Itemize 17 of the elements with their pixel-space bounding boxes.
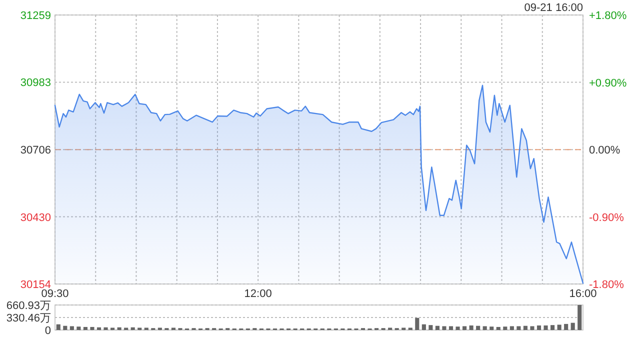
- x-tick-label: 12:00: [244, 288, 272, 300]
- x-tick-label: 16:00: [569, 288, 597, 300]
- y2-tick-label: +0.90%: [589, 77, 627, 90]
- y-tick-label: 330.46万: [6, 312, 51, 324]
- y2-tick-label: +1.80%: [589, 10, 627, 22]
- y2-tick-label: 0.00%: [589, 144, 620, 156]
- y-tick-label: 30983: [20, 77, 51, 90]
- y-tick-label: 30154: [20, 279, 51, 291]
- x-tick-label: 09:30: [41, 288, 69, 300]
- y2-tick-label: -1.80%: [589, 279, 624, 291]
- y-tick-label: 31259: [20, 10, 51, 22]
- y2-tick-label: -0.90%: [589, 212, 624, 224]
- text: 09-21 16:00: [524, 2, 583, 14]
- y-tick-label: 660.93万: [6, 300, 51, 312]
- y-tick-label: 0: [44, 325, 51, 337]
- y-tick-label: 30706: [20, 144, 51, 157]
- y-tick-label: 30430: [20, 212, 51, 224]
